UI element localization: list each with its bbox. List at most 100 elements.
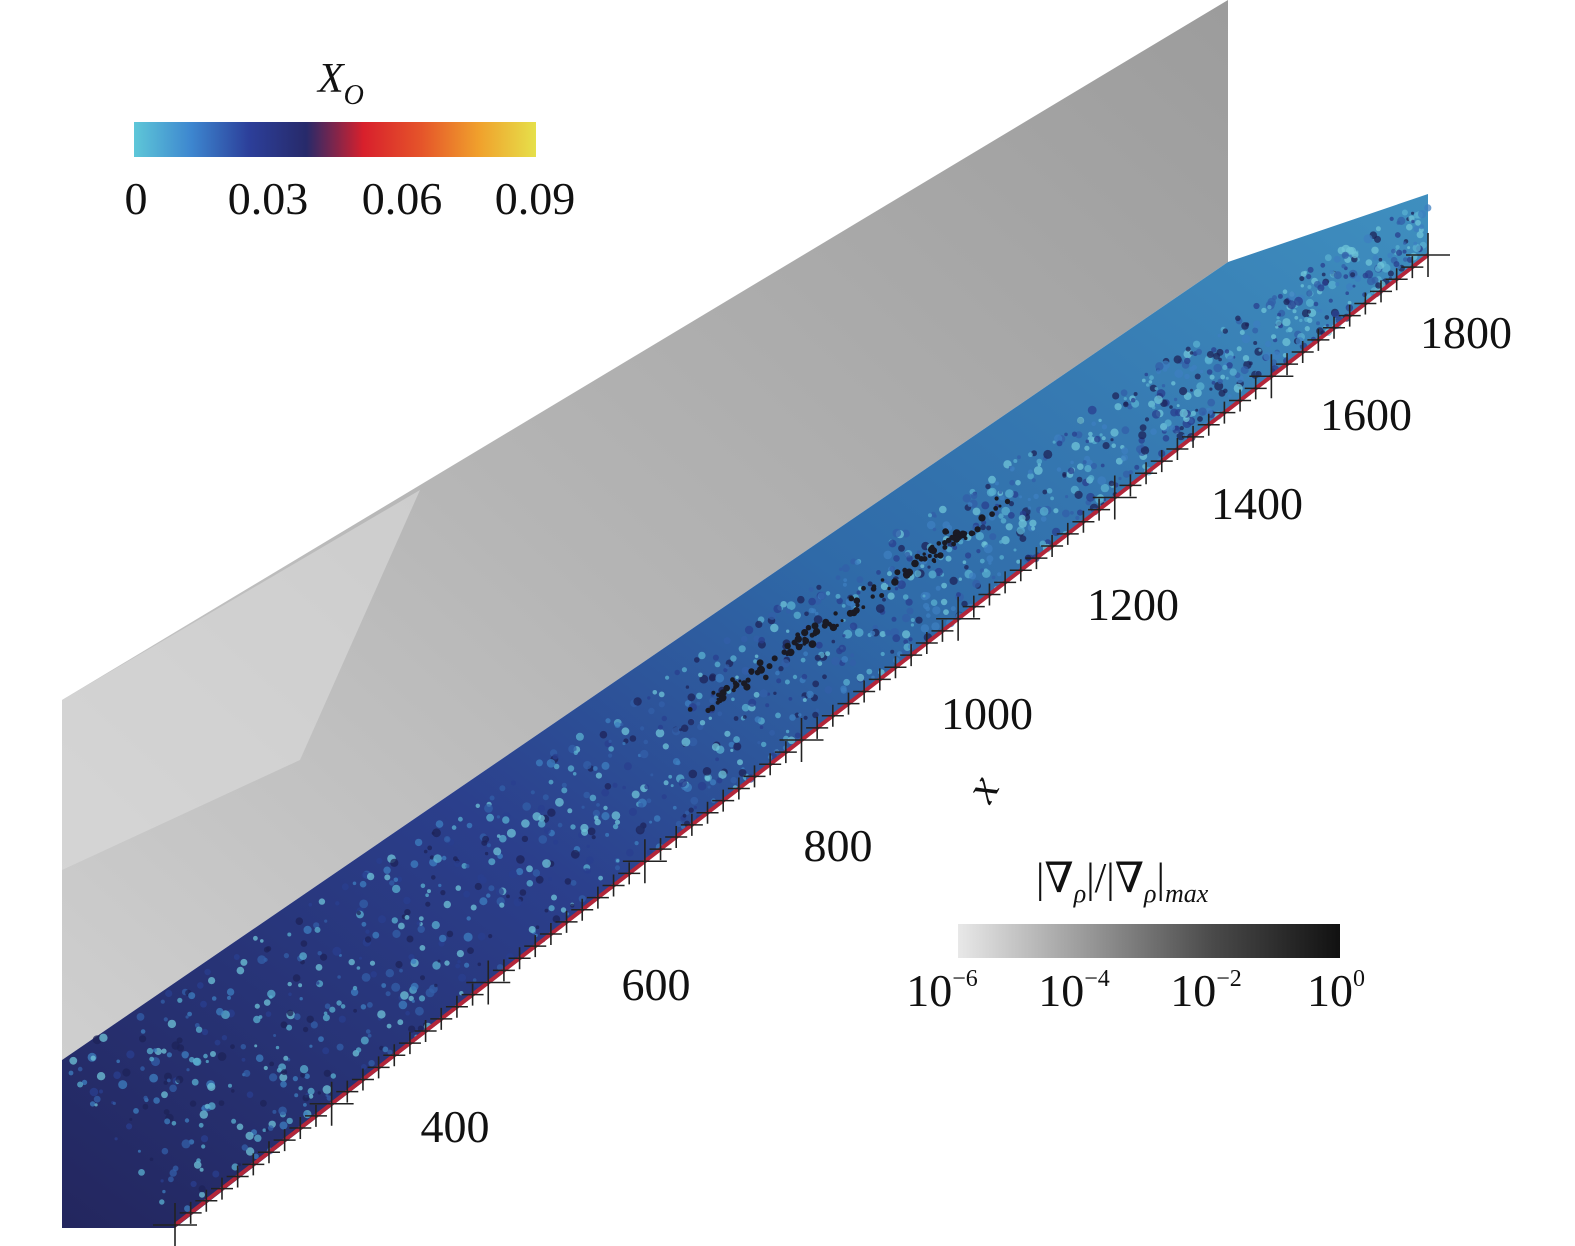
flow-speckle <box>1174 369 1184 378</box>
flow-speckle <box>410 982 419 991</box>
flow-speckle <box>177 997 183 1003</box>
flow-speckle <box>1184 373 1190 380</box>
flow-speckle <box>1174 425 1179 431</box>
flow-speckle <box>516 868 524 876</box>
flow-speckle <box>382 1046 389 1053</box>
flow-speckle <box>604 783 612 790</box>
flow-speckle <box>1227 355 1234 362</box>
flow-speckle <box>997 572 1002 577</box>
flow-speckle <box>744 625 754 635</box>
flow-speckle <box>709 779 717 786</box>
flow-speckle <box>1292 309 1297 314</box>
flow-speckle <box>910 618 915 622</box>
flow-speckle <box>822 674 827 680</box>
flow-speckle <box>283 953 289 959</box>
x-axis-tick-label: 800 <box>804 820 873 871</box>
flow-speckle <box>1164 419 1172 427</box>
flow-speckle <box>315 964 323 971</box>
flow-speckle <box>614 819 621 825</box>
flow-speckle <box>1087 436 1095 443</box>
flow-speckle <box>737 759 743 766</box>
flow-speckle <box>479 897 488 906</box>
flow-speckle <box>269 995 273 999</box>
flow-speckle <box>1229 368 1237 376</box>
flow-speckle <box>392 884 401 894</box>
flow-speckle <box>118 1080 128 1090</box>
colorbar-top-tick: 0.06 <box>362 173 443 224</box>
colorbar-bottom-title: |∇ρ|/|∇ρ|max <box>1036 856 1209 908</box>
flow-speckle <box>486 813 494 822</box>
flow-speckle <box>972 507 981 516</box>
flow-speckle <box>1052 440 1056 444</box>
flow-speckle <box>854 559 860 566</box>
flow-speckle <box>1054 434 1063 443</box>
flow-speckle <box>932 606 941 615</box>
flow-speckle <box>112 1101 116 1105</box>
flow-speckle <box>842 582 847 587</box>
flow-speckle <box>1216 348 1224 356</box>
flow-speckle <box>181 1051 189 1059</box>
flow-speckle <box>1321 272 1326 277</box>
flow-speckle <box>1146 383 1150 387</box>
flow-speckle <box>605 832 610 837</box>
flow-speckle <box>561 782 567 788</box>
flow-speckle <box>89 1087 99 1097</box>
flow-speckle <box>99 1089 103 1094</box>
flow-speckle <box>187 1011 193 1017</box>
flow-speckle <box>1062 473 1067 478</box>
flow-speckle <box>883 550 893 560</box>
flow-speckle <box>711 690 716 695</box>
flow-speckle <box>856 576 864 583</box>
flow-speckle <box>1140 446 1150 455</box>
flow-speckle <box>163 1017 168 1022</box>
flow-speckle <box>621 727 630 736</box>
flow-speckle <box>572 772 577 776</box>
flow-speckle <box>1227 394 1232 398</box>
flow-speckle <box>814 611 819 616</box>
flow-speckle <box>901 613 911 623</box>
flow-speckle <box>137 1149 141 1153</box>
flow-speckle <box>377 1010 386 1019</box>
flow-speckle <box>322 1085 332 1094</box>
flow-speckle <box>356 966 361 970</box>
flow-speckle <box>1110 428 1119 437</box>
colorbar-bottom-gradient <box>958 924 1340 958</box>
flow-speckle <box>477 962 482 967</box>
flow-speckle <box>608 746 614 752</box>
flow-speckle <box>601 788 610 797</box>
flow-speckle <box>287 1009 294 1017</box>
flow-speckle <box>824 686 833 694</box>
flow-speckle <box>626 848 634 857</box>
flow-speckle <box>197 982 204 989</box>
flow-speckle <box>1272 351 1281 360</box>
flow-speckle <box>1070 511 1074 515</box>
flow-speckle <box>287 932 292 937</box>
flow-speckle <box>605 718 611 724</box>
flow-speckle <box>935 585 941 591</box>
flow-speckle <box>564 878 572 885</box>
flow-speckle <box>795 643 800 647</box>
flow-speckle <box>439 934 447 943</box>
flow-speckle <box>245 1131 254 1140</box>
flow-speckle <box>716 692 721 697</box>
flow-speckle <box>708 674 716 682</box>
flow-speckle <box>231 1089 235 1093</box>
flow-speckle <box>322 1047 330 1055</box>
flow-speckle <box>672 805 677 810</box>
flow-speckle <box>441 855 447 861</box>
flow-speckle <box>432 961 441 970</box>
flow-speckle <box>1087 475 1095 482</box>
flow-speckle <box>898 544 905 552</box>
flow-speckle <box>493 847 502 856</box>
flow-speckle <box>1204 407 1213 416</box>
flow-speckle <box>484 851 489 856</box>
flow-speckle <box>544 827 551 835</box>
flow-speckle <box>99 1033 108 1043</box>
flow-speckle <box>1253 302 1260 310</box>
flow-speckle <box>458 973 467 982</box>
flow-speckle <box>1007 512 1015 519</box>
flow-speckle <box>773 604 782 614</box>
flow-speckle <box>794 732 801 739</box>
flow-speckle <box>294 1093 299 1098</box>
flow-speckle <box>302 1094 310 1102</box>
